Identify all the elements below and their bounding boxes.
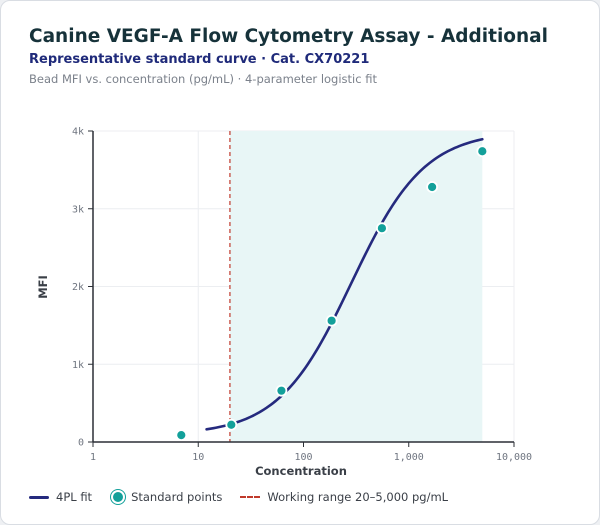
- standard-point: [426, 181, 439, 193]
- x-tick-label: 1: [90, 452, 96, 463]
- fit-curve: [205, 137, 484, 431]
- y-tick-label: 4k: [72, 127, 84, 138]
- standard-point: [225, 418, 238, 431]
- legend-label-points: Standard points: [131, 490, 223, 504]
- standard-point: [325, 314, 338, 327]
- y-tick-label: 2k: [72, 282, 84, 293]
- chart-title: Canine VEGF-A Flow Cytometry Assay - Add…: [29, 26, 548, 47]
- chart-legend: 4PL fit Standard points Working range 20…: [29, 489, 466, 505]
- point-swatch: [113, 492, 124, 502]
- x-tick-label: 1,000: [394, 452, 424, 463]
- y-tick-label: 1k: [72, 360, 84, 371]
- chart-subtitle: Representative standard curve · Cat. CX7…: [29, 52, 370, 67]
- tick-layer: 1 10 100 1,000 10,000 0 1k 2k 3k 4k: [72, 127, 532, 464]
- x-tick-label: 10,000: [496, 452, 532, 463]
- x-tick-label: 100: [294, 452, 312, 463]
- legend-item-working-range[interactable]: Working range 20–5,000 pg/mL: [240, 490, 448, 504]
- x-tick-label: 10: [192, 452, 204, 463]
- range-line-swatch: [240, 496, 261, 498]
- working-range-band: [229, 131, 483, 442]
- standard-point: [175, 429, 188, 442]
- point-layer: [175, 145, 489, 442]
- fit-layer: [205, 137, 484, 431]
- standard-point: [376, 222, 388, 235]
- legend-label-working-range: Working range 20–5,000 pg/mL: [267, 490, 449, 504]
- y-tick-label: 0: [78, 438, 84, 449]
- fit-line-swatch: [29, 495, 49, 499]
- y-axis-title: MFI: [36, 275, 50, 299]
- standard-point: [275, 384, 288, 397]
- legend-label-fit: 4PL fit: [56, 490, 93, 504]
- chart-plot: 1 10 100 1,000 10,000 0 1k 2k 3k 4k Concentration…: [36, 127, 532, 479]
- working-range-layer: [229, 131, 483, 442]
- standard-point: [476, 145, 489, 158]
- legend-item-fit[interactable]: 4PL fit: [29, 490, 92, 504]
- x-axis-title: Concentration: [255, 464, 347, 478]
- legend-item-points[interactable]: Standard points: [110, 490, 222, 504]
- chart-caption: Bead MFI vs. concentration (pg/mL) · 4-p…: [29, 72, 377, 86]
- y-tick-label: 3k: [72, 204, 84, 215]
